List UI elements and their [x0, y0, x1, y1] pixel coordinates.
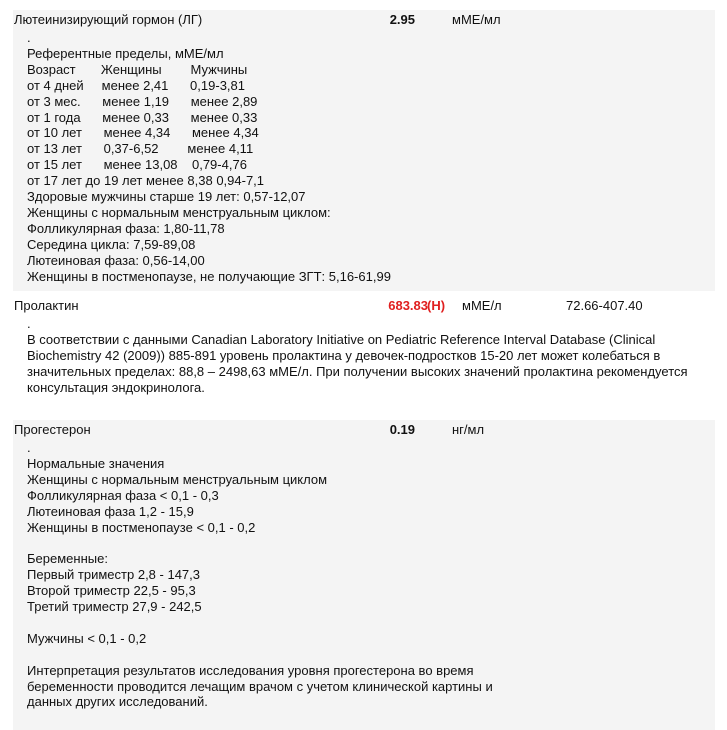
note-line: данных других исследований.: [27, 694, 208, 710]
high-flag: (H): [427, 298, 446, 313]
note-line: Женщины в постменопаузе, не получающие З…: [27, 268, 391, 284]
note-line: Лютеиновая фаза: 0,56-14,00: [27, 252, 205, 268]
test-notes: . Нормальные значения Женщины с нормальным…: [13, 440, 715, 710]
note-line: Лютеиновая фаза 1,2 - 15,9: [27, 503, 194, 519]
note-line: .: [27, 316, 31, 331]
test-block-prolactin: Пролактин 683.83 (H) мМЕ/л 72.66-407.40. В со…: [13, 296, 715, 406]
result-row: Пролактин 683.83 (H) мМЕ/л 72.66-407.40: [13, 296, 715, 316]
note-line: Мужчины < 0,1 - 0,2: [27, 630, 147, 646]
note-line: [27, 535, 715, 551]
note-line: Женщины с нормальным менструальным цикло…: [27, 471, 328, 487]
reference-range: 72.66-407.40: [566, 298, 643, 313]
note-line: [27, 647, 715, 663]
note-line: Середина цикла: 7,59-89,08: [27, 236, 196, 252]
test-unit: мМЕ/мл: [452, 12, 501, 27]
note-line: Женщины в постменопаузе < 0,1 - 0,2: [27, 519, 256, 535]
test-value: 683.83: [388, 298, 428, 313]
note-line: Интерпретация результатов исследования у…: [27, 662, 474, 678]
note-line: беременности проводится лечащим врачом с…: [27, 678, 493, 694]
note-line: .: [27, 30, 31, 45]
note-line: [27, 615, 715, 631]
note-line: от 4 дней менее 2,41 0,19-3,81: [27, 77, 245, 93]
note-line: от 10 лет менее 4,34 менее 4,34: [27, 125, 259, 141]
note-line: от 13 лет 0,37-6,52 менее 4,11: [27, 141, 254, 157]
result-row: Лютеинизирующий гормон (ЛГ) 2.95 мМЕ/мл: [13, 10, 715, 30]
test-value: 0.19: [389, 422, 415, 437]
note-line: от 1 года менее 0,33 менее 0,33: [27, 109, 258, 125]
test-unit: мМЕ/л: [462, 298, 502, 313]
test-notes: .В соответствии с данными Canadian Labor…: [13, 316, 715, 396]
note-line: Первый триместр 2,8 - 147,3: [27, 567, 200, 583]
note-line: Второй триместр 22,5 - 95,3: [27, 583, 196, 599]
note-line: Фолликулярная фаза: 1,80-11,78: [27, 220, 225, 236]
test-block-progesterone: Прогестерон 0.19 нг/мл. Нормальные значения…: [13, 420, 715, 730]
note-line: Третий триместр 27,9 - 242,5: [27, 599, 202, 615]
note-line: Беременные:: [27, 551, 108, 567]
test-notes: . Референтные пределы, мМЕ/мл Возраст Женщ…: [13, 30, 715, 285]
note-line: Женщины с нормальным менструальным цикло…: [27, 204, 331, 220]
result-row: Прогестерон 0.19 нг/мл: [13, 420, 715, 440]
note-line: Нормальные значения: [27, 455, 165, 471]
test-name: Лютеинизирующий гормон (ЛГ): [14, 12, 203, 27]
test-block-lh: Лютеинизирующий гормон (ЛГ) 2.95 мМЕ/мл. Ре…: [13, 10, 715, 291]
note-line: Референтные пределы, мМЕ/мл: [27, 45, 224, 61]
note-line: .: [27, 440, 31, 455]
test-name: Пролактин: [14, 298, 79, 313]
note-line: от 15 лет менее 13,08 0,79-4,76: [27, 157, 247, 173]
test-name: Прогестерон: [14, 422, 91, 437]
note-line: от 17 лет до 19 лет менее 8,38 0,94-7,1: [27, 173, 265, 189]
test-value: 2.95: [389, 12, 415, 27]
test-unit: нг/мл: [452, 422, 485, 437]
note-line: Фолликулярная фаза < 0,1 - 0,3: [27, 487, 219, 503]
note-paragraph: В соответствии с данными Canadian Labora…: [27, 331, 688, 395]
note-line: Здоровые мужчины старше 19 лет: 0,57-12,…: [27, 189, 306, 205]
note-line: Возраст Женщины Мужчины: [27, 61, 248, 77]
note-line: от 3 мес. менее 1,19 менее 2,89: [27, 93, 258, 109]
